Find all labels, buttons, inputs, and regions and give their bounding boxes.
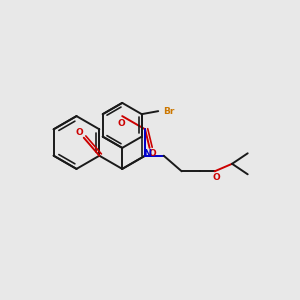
Text: Br: Br [163,106,174,116]
Text: O: O [212,173,220,182]
Text: O: O [149,149,157,158]
Text: O: O [118,119,125,128]
Text: N: N [143,149,152,159]
Text: O: O [75,128,83,137]
